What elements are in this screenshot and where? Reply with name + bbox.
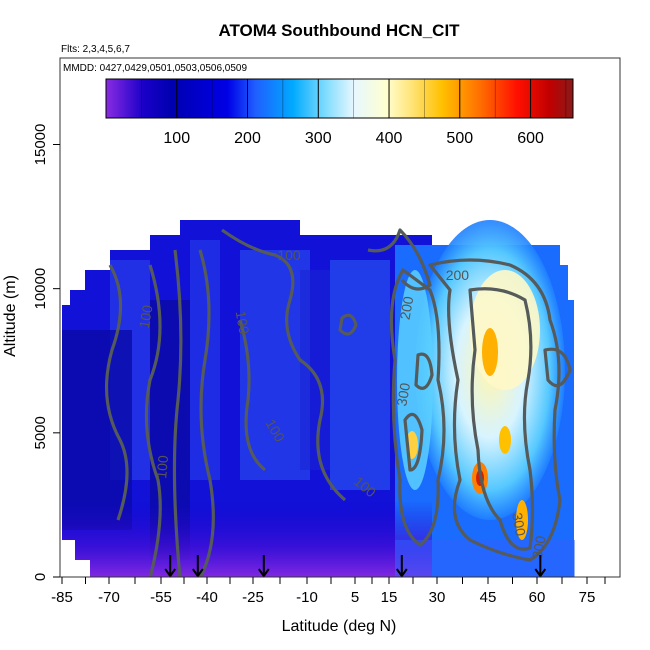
contour-label: 300	[509, 511, 529, 537]
flight-marker-head	[164, 568, 177, 578]
contour-300	[414, 352, 434, 390]
flight-marker-head	[191, 568, 204, 578]
contour-100	[238, 319, 267, 472]
contour-200	[428, 258, 562, 562]
colorbar-label: 300	[305, 130, 332, 147]
sh-streak	[330, 260, 390, 490]
chart-title: ATOM4 Southbound HCN_CIT	[218, 21, 460, 40]
y-tick-label: 15000	[32, 124, 49, 166]
contour-200	[367, 228, 432, 291]
contour-200	[338, 313, 358, 336]
colorbar	[105, 78, 574, 119]
y-tick-label: 5000	[32, 416, 49, 449]
contour-100	[198, 249, 215, 577]
flight-markers	[164, 555, 547, 578]
y-tick-label: 10000	[32, 268, 49, 310]
gap	[62, 540, 90, 577]
contour-300	[403, 412, 424, 472]
x-tick-label: 60	[529, 589, 546, 606]
colorbar-label: 400	[376, 130, 403, 147]
contour-label: 200	[446, 267, 470, 283]
colorbar-label: 500	[446, 130, 473, 147]
y-axis-label: Altitude (m)	[2, 275, 19, 357]
sh-dark	[62, 330, 132, 530]
flight-marker-head	[534, 568, 547, 578]
x-tick-label: 30	[429, 589, 446, 606]
contour-300	[468, 287, 535, 551]
x-tick-label: -10	[296, 589, 318, 606]
max-area	[499, 426, 511, 454]
heatmap-field	[62, 220, 575, 577]
contour-100	[221, 228, 347, 502]
contour-label: 100	[136, 304, 156, 330]
contour-label: 300	[393, 381, 413, 407]
colorbar-label: 100	[163, 130, 190, 147]
chart-note: MMDD: 0427,0429,0501,0503,0506,0509	[63, 63, 247, 74]
x-axis-label: Latitude (deg N)	[282, 618, 397, 635]
x-tick-label: 15	[381, 589, 398, 606]
x-tick-label: 5	[351, 589, 359, 606]
contour-200	[543, 347, 572, 388]
contour-100	[172, 249, 183, 577]
colorbar-label: 600	[517, 130, 544, 147]
sh-streak	[300, 270, 330, 470]
x-tick-label: -55	[150, 589, 172, 606]
x-axis: -85 -70 -55 -40 -25 -10 5 15 30 45 60 75	[51, 577, 606, 606]
sh-streak	[240, 250, 310, 480]
x-tick-label: -70	[98, 589, 120, 606]
flight-marker-head	[257, 568, 270, 578]
flight-marker-head	[395, 568, 408, 578]
colorbar-label: 200	[234, 130, 261, 147]
contour-label: 100	[277, 247, 301, 263]
x-tick-label: 45	[480, 589, 497, 606]
contour-lines	[104, 228, 572, 577]
contour-label: 100	[153, 454, 171, 479]
colorbar-ticks: 100 200 300 400 500 600	[141, 79, 567, 147]
low-band	[62, 500, 432, 577]
x-tick-label: -40	[196, 589, 218, 606]
x-tick-label: -25	[242, 589, 264, 606]
contour-label: 100	[233, 310, 253, 336]
y-axis: 0 5000 10000 15000	[32, 124, 60, 581]
x-tick-label: 75	[579, 589, 596, 606]
contour-label: 200	[397, 295, 417, 321]
contour-200	[389, 268, 446, 547]
y-tick-label: 0	[32, 573, 49, 581]
contour-100	[104, 264, 129, 521]
x-tick-label: -85	[51, 589, 73, 606]
max-area	[482, 328, 498, 376]
contour-100	[144, 264, 162, 577]
plot-frame	[59, 57, 621, 578]
max-area	[516, 500, 528, 540]
contour-label: 300	[529, 534, 549, 560]
chart-subtitle: Flts: 2,3,4,5,6,7	[61, 44, 130, 55]
